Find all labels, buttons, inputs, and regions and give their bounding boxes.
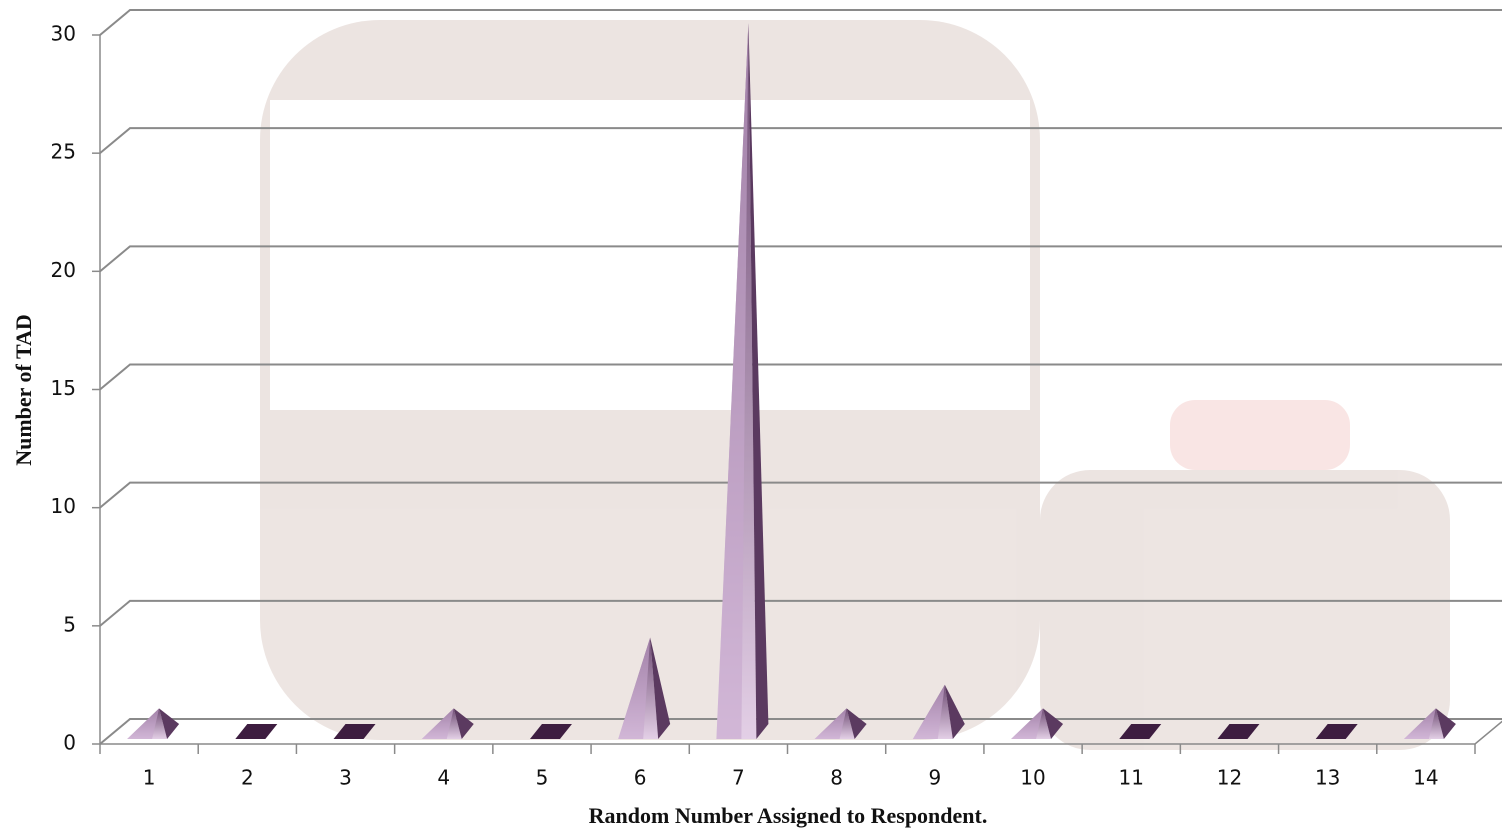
y-tick-label: 5 [63,612,76,636]
pyramid [1011,708,1064,739]
grid-line [99,9,1502,36]
pyramid-light [814,708,847,739]
x-axis-title: Random Number Assigned to Respondent. [589,803,988,828]
pyramid-base [1119,724,1162,739]
pyramid-base [529,724,572,739]
pyramid-side [650,637,671,739]
pyramid [618,637,671,739]
grid-line [99,127,1502,154]
y-tick-label: 10 [51,494,76,518]
pyramid-light [127,708,160,739]
pyramid-side [159,708,180,739]
grid-line [99,363,1502,391]
pyramid-side [1043,708,1064,739]
y-tick-label: 30 [51,22,76,46]
pyramid [1217,724,1260,739]
pyramid-base [1217,724,1260,739]
y-tick-label: 0 [63,731,76,755]
x-tick-label: 13 [1315,766,1340,790]
pyramid [333,724,376,739]
pyramid-side [846,708,867,739]
pyramid-side [748,23,769,739]
x-tick-label: 11 [1119,766,1144,790]
pyramid-light [912,684,945,739]
x-tick-label: 4 [437,766,450,790]
pyramid-light [1403,708,1436,739]
grid-line [99,599,1502,627]
y-tick-label: 20 [51,258,76,282]
x-tick-label: 5 [536,766,549,790]
y-tick-label: 25 [51,140,76,164]
pyramid [529,724,572,739]
x-tick-label: 9 [928,766,941,790]
grid-line [99,481,1502,509]
x-tick-label: 12 [1217,766,1242,790]
x-tick-label: 7 [732,766,745,790]
pyramid-side [453,708,474,739]
pyramid-base [333,724,376,739]
pyramid [421,708,474,739]
x-tick-label: 1 [143,766,156,790]
y-axis-title: Number of TAD [11,314,36,466]
background-photo [260,20,1450,750]
x-tick-label: 3 [339,766,352,790]
pyramid-side [1435,708,1456,739]
pyramid [235,724,278,739]
pyramid-light [1011,708,1044,739]
pyramid [1315,724,1358,739]
pyramid [716,23,769,739]
pyramid [127,708,180,739]
pyramid-light [716,23,749,739]
x-tick-label: 2 [241,766,254,790]
pyramid [1403,708,1456,739]
pyramid [814,708,867,739]
x-tick-label: 10 [1020,766,1045,790]
y-tick-label: 15 [51,376,76,400]
x-tick-label: 14 [1413,766,1438,790]
x-tick-label: 8 [830,766,843,790]
pyramid-base [1315,724,1358,739]
grid-line [99,245,1502,273]
pyramid [912,684,965,739]
x-tick-label: 6 [634,766,647,790]
pyramid-side [944,684,965,739]
pyramid [1119,724,1162,739]
pyramid-base [235,724,278,739]
pyramid-light [421,708,454,739]
pyramid-light [618,637,651,739]
